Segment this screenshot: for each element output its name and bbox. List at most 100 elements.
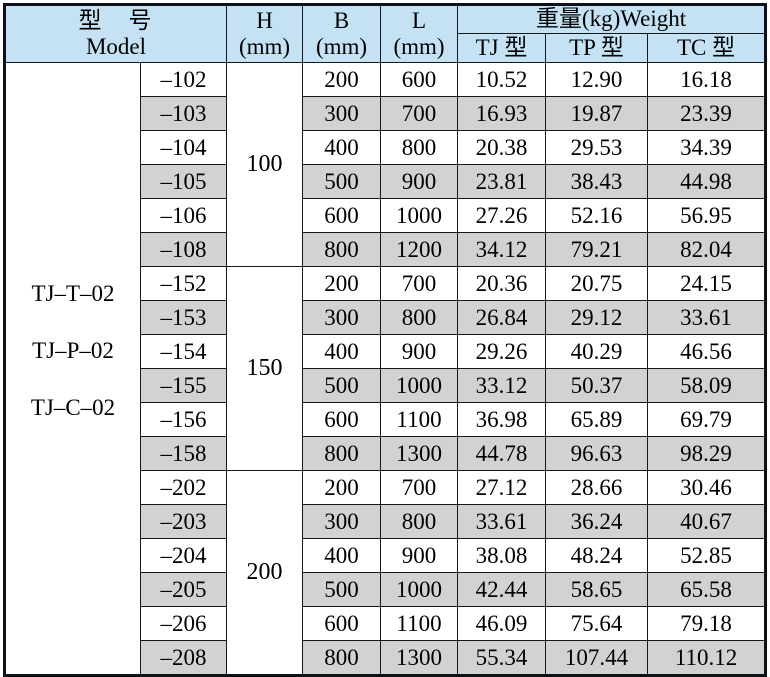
l-cell: 1300 [380,640,458,676]
tp-weight-cell: 19.87 [545,96,648,131]
model-series-stack: TJ–T–02 TJ–P–02 TJ–C–02 [6,64,140,657]
submodel-cell: –205 [140,572,227,607]
spec-table: 型 号 Model H (mm) B (mm) L (mm) 重量(kg)Wei… [3,3,768,677]
submodel-cell: –203 [140,504,227,539]
header-h-letter: H [256,7,273,33]
tj-weight-cell: 27.12 [457,470,546,505]
b-cell: 600 [302,606,381,641]
h-value-cell: 200 [226,470,303,676]
tj-weight-cell: 23.81 [457,164,546,199]
tc-weight-cell: 46.56 [646,334,767,369]
b-cell: 800 [302,436,381,471]
submodel-cell: –103 [140,96,227,131]
tj-weight-cell: 27.26 [457,198,546,233]
table-row: –154 400 900 29.26 40.29 46.56 [5,334,767,369]
header-l-letter: L [411,7,427,33]
l-cell: 700 [380,266,458,301]
tp-weight-cell: 29.53 [545,130,648,165]
tj-weight-cell: 29.26 [457,334,546,369]
table-row: –202 200 200 700 27.12 28.66 30.46 [5,470,767,676]
header-row-1: 型 号 Model H (mm) B (mm) L (mm) 重量(kg)Wei… [4,4,767,63]
submodel-cell: –154 [140,334,227,369]
tj-weight-cell: 46.09 [457,606,546,641]
l-cell: 1200 [380,232,458,267]
tj-weight-cell: 20.38 [457,130,546,165]
tj-weight-cell: 20.36 [457,266,546,301]
table-row: –208 800 1300 55.34 107.44 110.12 [5,640,767,676]
b-cell: 600 [302,402,381,437]
l-cell: 1000 [380,572,458,607]
submodel-cell: –156 [140,402,227,437]
tp-weight-cell: 58.65 [545,572,648,607]
b-cell: 800 [302,232,381,267]
tj-weight-cell: 26.84 [457,300,546,335]
tc-weight-cell: 110.12 [646,640,767,676]
header-h-unit: (mm) [238,34,291,59]
tc-weight-cell: 16.18 [646,62,767,97]
tp-weight-cell: 48.24 [545,538,648,573]
tp-weight-cell: 28.66 [545,470,648,505]
b-cell: 400 [302,130,381,165]
l-cell: 600 [380,62,458,97]
submodel-cell: –105 [140,164,227,199]
tp-weight-cell: 79.21 [545,232,648,267]
table-row: –108 800 1200 34.12 79.21 82.04 [5,232,767,267]
header-model: 型 号 Model [4,4,227,63]
header-tc-type: TC 型 [646,33,767,63]
table-row: –152 150 200 700 20.36 20.75 24.15 [5,266,767,471]
tp-weight-cell: 40.29 [545,334,648,369]
submodel-cell: –153 [140,300,227,335]
table-row: –205 500 1000 42.44 58.65 65.58 [5,572,767,607]
tp-weight-cell: 20.75 [545,266,648,301]
b-cell: 500 [302,368,381,403]
table-row: –206 600 1100 46.09 75.64 79.18 [5,606,767,641]
tc-weight-cell: 30.46 [646,470,767,505]
b-cell: 600 [302,198,381,233]
table-row: –153 300 800 26.84 29.12 33.61 [5,300,767,335]
tp-weight-cell: 107.44 [545,640,648,676]
tj-weight-cell: 44.78 [457,436,546,471]
tp-weight-cell: 75.64 [545,606,648,641]
tj-weight-cell: 34.12 [457,232,546,267]
l-cell: 1300 [380,436,458,471]
tc-weight-cell: 52.85 [646,538,767,573]
table-row: –158 800 1300 44.78 96.63 98.29 [5,436,767,471]
tc-weight-cell: 56.95 [646,198,767,233]
table-row: –103 300 700 16.93 19.87 23.39 [5,96,767,131]
tc-weight-cell: 69.79 [646,402,767,437]
table-row: –155 500 1000 33.12 50.37 58.09 [5,368,767,403]
l-cell: 700 [380,470,458,505]
table-row: –156 600 1100 36.98 65.89 69.79 [5,402,767,437]
model-series-cell: TJ–T–02 TJ–P–02 TJ–C–02 [4,62,141,676]
b-cell: 300 [302,300,381,335]
submodel-cell: –106 [140,198,227,233]
header-model-zh: 型 号 [78,7,154,33]
tp-weight-cell: 12.90 [545,62,648,97]
tc-weight-cell: 98.29 [646,436,767,471]
table-row: –105 500 900 23.81 38.43 44.98 [5,164,767,199]
l-cell: 1000 [380,368,458,403]
series-label-tjp: TJ–P–02 [32,337,114,363]
h-value-cell: 100 [226,62,303,267]
submodel-cell: –104 [140,130,227,165]
tp-weight-cell: 36.24 [545,504,648,539]
header-tj-type: TJ 型 [457,33,546,63]
series-label-tjc: TJ–C–02 [30,394,116,420]
b-cell: 300 [302,96,381,131]
tc-weight-cell: 65.58 [646,572,767,607]
tc-weight-cell: 34.39 [646,130,767,165]
submodel-cell: –204 [140,538,227,573]
table-row: –204 400 900 38.08 48.24 52.85 [5,538,767,573]
l-cell: 1000 [380,198,458,233]
tp-weight-cell: 65.89 [545,402,648,437]
l-cell: 1100 [380,402,458,437]
l-cell: 900 [380,334,458,369]
submodel-cell: –102 [140,62,227,97]
tp-weight-cell: 96.63 [545,436,648,471]
header-b: B (mm) [302,4,381,63]
header-weight: 重量(kg)Weight [456,4,767,34]
header-tp-type: TP 型 [545,33,648,63]
tj-weight-cell: 42.44 [457,572,546,607]
submodel-cell: –206 [140,606,227,641]
tj-weight-cell: 33.61 [457,504,546,539]
